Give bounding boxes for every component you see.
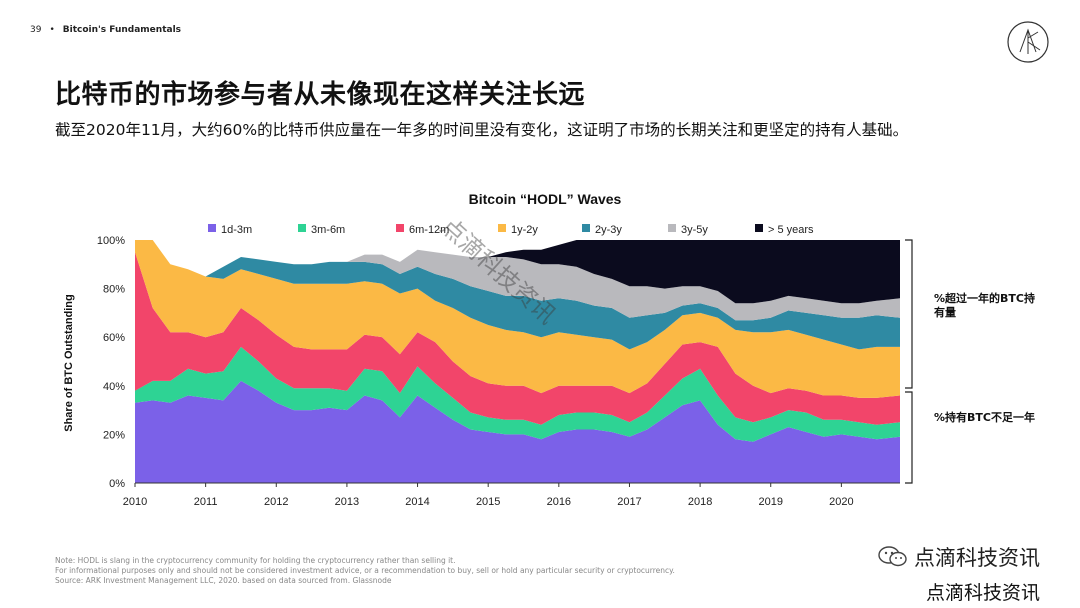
page-subtitle: 截至2020年11月，大约60%的比特币供应量在一年多的时间里没有变化，这证明了… — [55, 121, 909, 139]
y-tick-label: 0% — [109, 478, 125, 490]
x-tick-label: 2013 — [335, 496, 359, 508]
area-3y-5y — [135, 240, 900, 321]
bracket-short-term — [905, 391, 913, 484]
chart-axes: 0% 20% 40% 60% 80% 100% 2010 2011 2012 2013 2014 20… — [97, 235, 900, 508]
annotation-short-term: %持有BTC不足一年 — [934, 411, 1035, 424]
watermark-text: 点滴科技资讯 — [914, 546, 1040, 570]
legend-label: 1d-3m — [221, 224, 252, 236]
legend-label: 6m-12m — [409, 224, 449, 236]
x-tick-label: 2017 — [617, 496, 641, 508]
legend-swatch — [582, 224, 590, 232]
footnote-line: Note: HODL is slang in the cryptocurrenc… — [55, 556, 456, 565]
legend-swatch — [668, 224, 676, 232]
legend-label: > 5 years — [768, 224, 814, 236]
ark-logo-icon — [1007, 21, 1049, 63]
legend-swatch — [396, 224, 404, 232]
legend-swatch — [208, 224, 216, 232]
y-tick-label: 40% — [103, 381, 125, 393]
y-tick-label: 100% — [97, 235, 125, 247]
y-tick-label: 60% — [103, 332, 125, 344]
footnote-line: For informational purposes only and shou… — [55, 566, 675, 575]
x-tick-label: 2011 — [194, 496, 218, 508]
wechat-icon — [878, 546, 907, 567]
bracket-long-term — [905, 239, 913, 389]
page-header: 39 • Bitcoin's Fundamentals — [30, 25, 181, 35]
chart-title: Bitcoin “HODL” Waves — [469, 191, 622, 207]
x-tick-label: 2012 — [264, 496, 288, 508]
legend-swatch — [298, 224, 306, 232]
x-tick-label: 2018 — [688, 496, 712, 508]
page-number: 39 — [30, 25, 42, 35]
y-tick-label: 80% — [103, 284, 125, 296]
x-tick-label: 2016 — [547, 496, 571, 508]
area-2y-3y — [135, 240, 900, 350]
x-tick-label: 2010 — [123, 496, 147, 508]
area-6m-12m — [135, 252, 900, 425]
y-axis-title: Share of BTC Outstanding — [63, 294, 75, 432]
area-3m-6m — [135, 346, 900, 442]
annotation-long-term: %超过一年的BTC持有量 — [934, 292, 1035, 319]
x-tick-label: 2015 — [476, 496, 500, 508]
footnotes: Note: HODL is slang in the cryptocurrenc… — [55, 556, 675, 586]
legend-label: 2y-3y — [595, 224, 622, 236]
header-dot: • — [49, 25, 55, 35]
footnote-line: Source: ARK Investment Management LLC, 2… — [55, 576, 392, 585]
watermark-brand: 点滴科技资讯 — [878, 542, 1040, 572]
legend-swatch — [498, 224, 506, 232]
x-tick-label: 2020 — [829, 496, 853, 508]
watermark-text-2: 点滴科技资讯 — [925, 582, 1040, 604]
x-tick-label: 2019 — [758, 496, 782, 508]
area-5-years — [135, 240, 900, 304]
legend-swatch — [755, 224, 763, 232]
legend-label: 1y-2y — [511, 224, 538, 236]
legend-label: 3m-6m — [311, 224, 345, 236]
chart-legend: 1d-3m 3m-6m 6m-12m 1y-2y 2y-3y 3y-5y > 5 years — [208, 224, 814, 236]
area-1y-2y — [135, 240, 900, 398]
area-1d-3m — [135, 380, 900, 483]
legend-label: 3y-5y — [681, 224, 708, 236]
y-tick-label: 20% — [103, 429, 125, 441]
x-tick-label: 2014 — [405, 496, 429, 508]
section-title: Bitcoin's Fundamentals — [62, 25, 182, 35]
page-title: 比特币的市场参与者从未像现在这样关注长远 — [55, 80, 586, 110]
chart-areas — [135, 240, 900, 483]
